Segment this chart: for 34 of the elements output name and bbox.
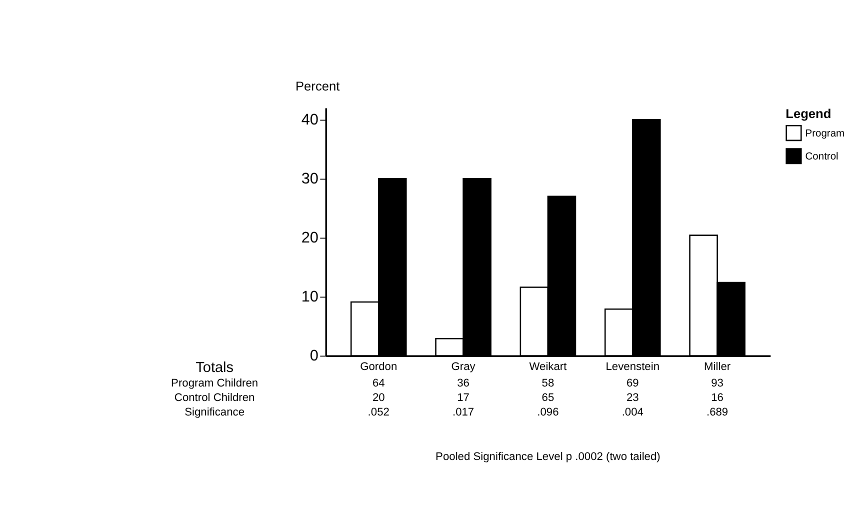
x-tick-label: Levenstein <box>606 360 660 373</box>
text: Totals <box>196 360 234 376</box>
text: .052 <box>368 406 390 419</box>
text: 93 <box>711 378 724 390</box>
y-tick-label: 20 <box>301 229 318 246</box>
y-axis-title: Percent <box>296 78 340 94</box>
x-tick-label: Miller <box>704 360 731 373</box>
text: Program Children <box>171 378 258 390</box>
text: 65 <box>542 392 554 404</box>
x-tick-label: Gray <box>451 360 476 373</box>
text: 16 <box>711 392 724 404</box>
text: 64 <box>372 378 385 390</box>
text: 20 <box>372 392 385 404</box>
text: 69 <box>626 378 639 390</box>
y-tick-label: 10 <box>301 288 318 306</box>
text: .689 <box>706 406 728 419</box>
text: .096 <box>537 406 559 419</box>
text: 36 <box>457 378 470 390</box>
text: 58 <box>542 378 554 390</box>
legend-title: Legend <box>786 106 832 122</box>
x-tick-label: Gordon <box>360 360 398 373</box>
text: .017 <box>452 406 474 419</box>
y-tick-label: 40 <box>301 111 318 128</box>
y-tick-label: 0 <box>310 347 318 364</box>
text: Pooled Significance Level p .0002 (two tailed) <box>436 451 661 464</box>
x-tick-label: Weikart <box>529 360 567 373</box>
text: Control Children <box>174 392 255 404</box>
text: .004 <box>622 406 644 419</box>
legend-label: Control <box>805 152 838 163</box>
legend-label: Program <box>805 128 845 140</box>
text: 17 <box>457 392 470 404</box>
text: 23 <box>626 392 639 404</box>
text: Significance <box>184 406 245 419</box>
y-tick-label: 30 <box>301 170 318 188</box>
